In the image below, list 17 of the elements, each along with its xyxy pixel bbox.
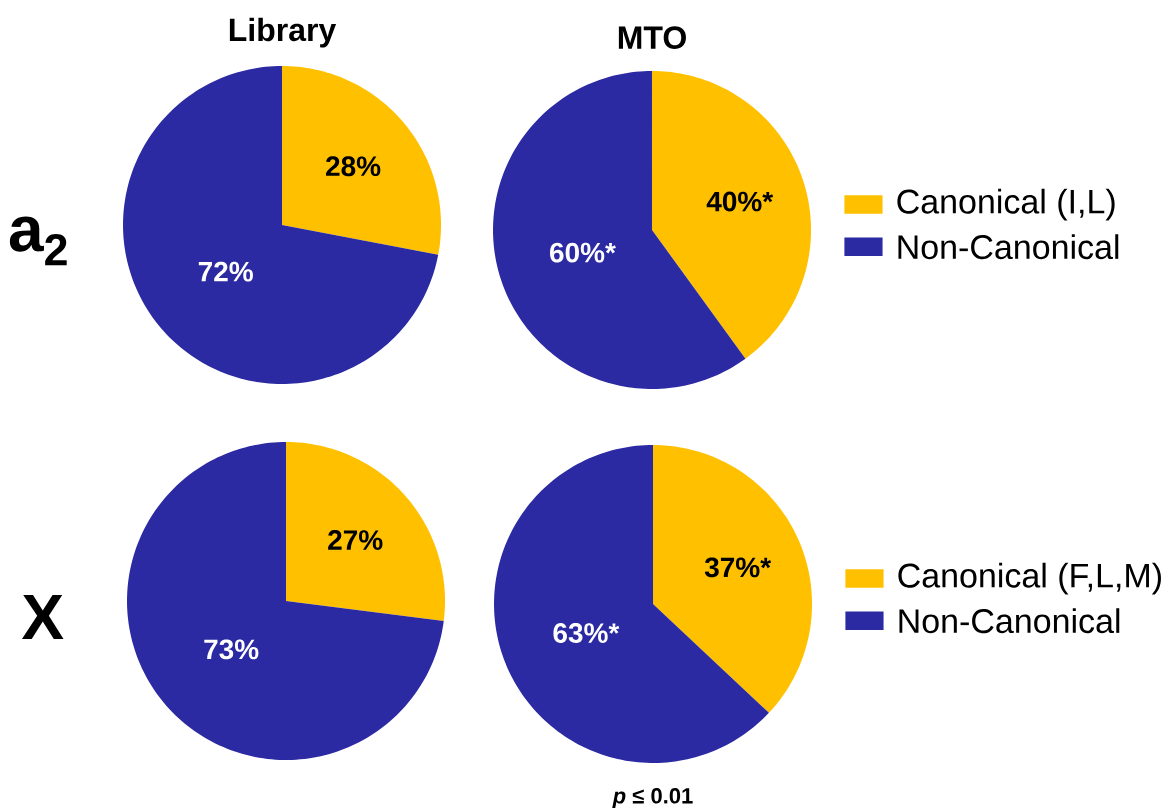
data-label: 72% (198, 261, 253, 282)
data-label: 37%* (704, 557, 772, 578)
data-label: 60%* (550, 242, 616, 263)
text: a$_{2}$ (9, 216, 67, 266)
chart-title: Library (229, 17, 337, 48)
legend-label: Non-Canonical (899, 608, 1120, 634)
data-label: 40%* (706, 191, 774, 212)
legend-label: Canonical (I,L) (897, 188, 1115, 221)
data-label: 27% (328, 530, 383, 550)
legend-label: Non-Canonical (898, 234, 1119, 260)
data-label: 63%* (553, 623, 620, 643)
text: p ≤ 0.01 (612, 788, 693, 808)
data-label: 73% (204, 639, 259, 660)
chart-title: MTO (618, 26, 686, 49)
data-label: 28% (326, 156, 381, 177)
legend-label: Canonical (F,L,M) (898, 562, 1161, 595)
text: X (21, 594, 64, 639)
